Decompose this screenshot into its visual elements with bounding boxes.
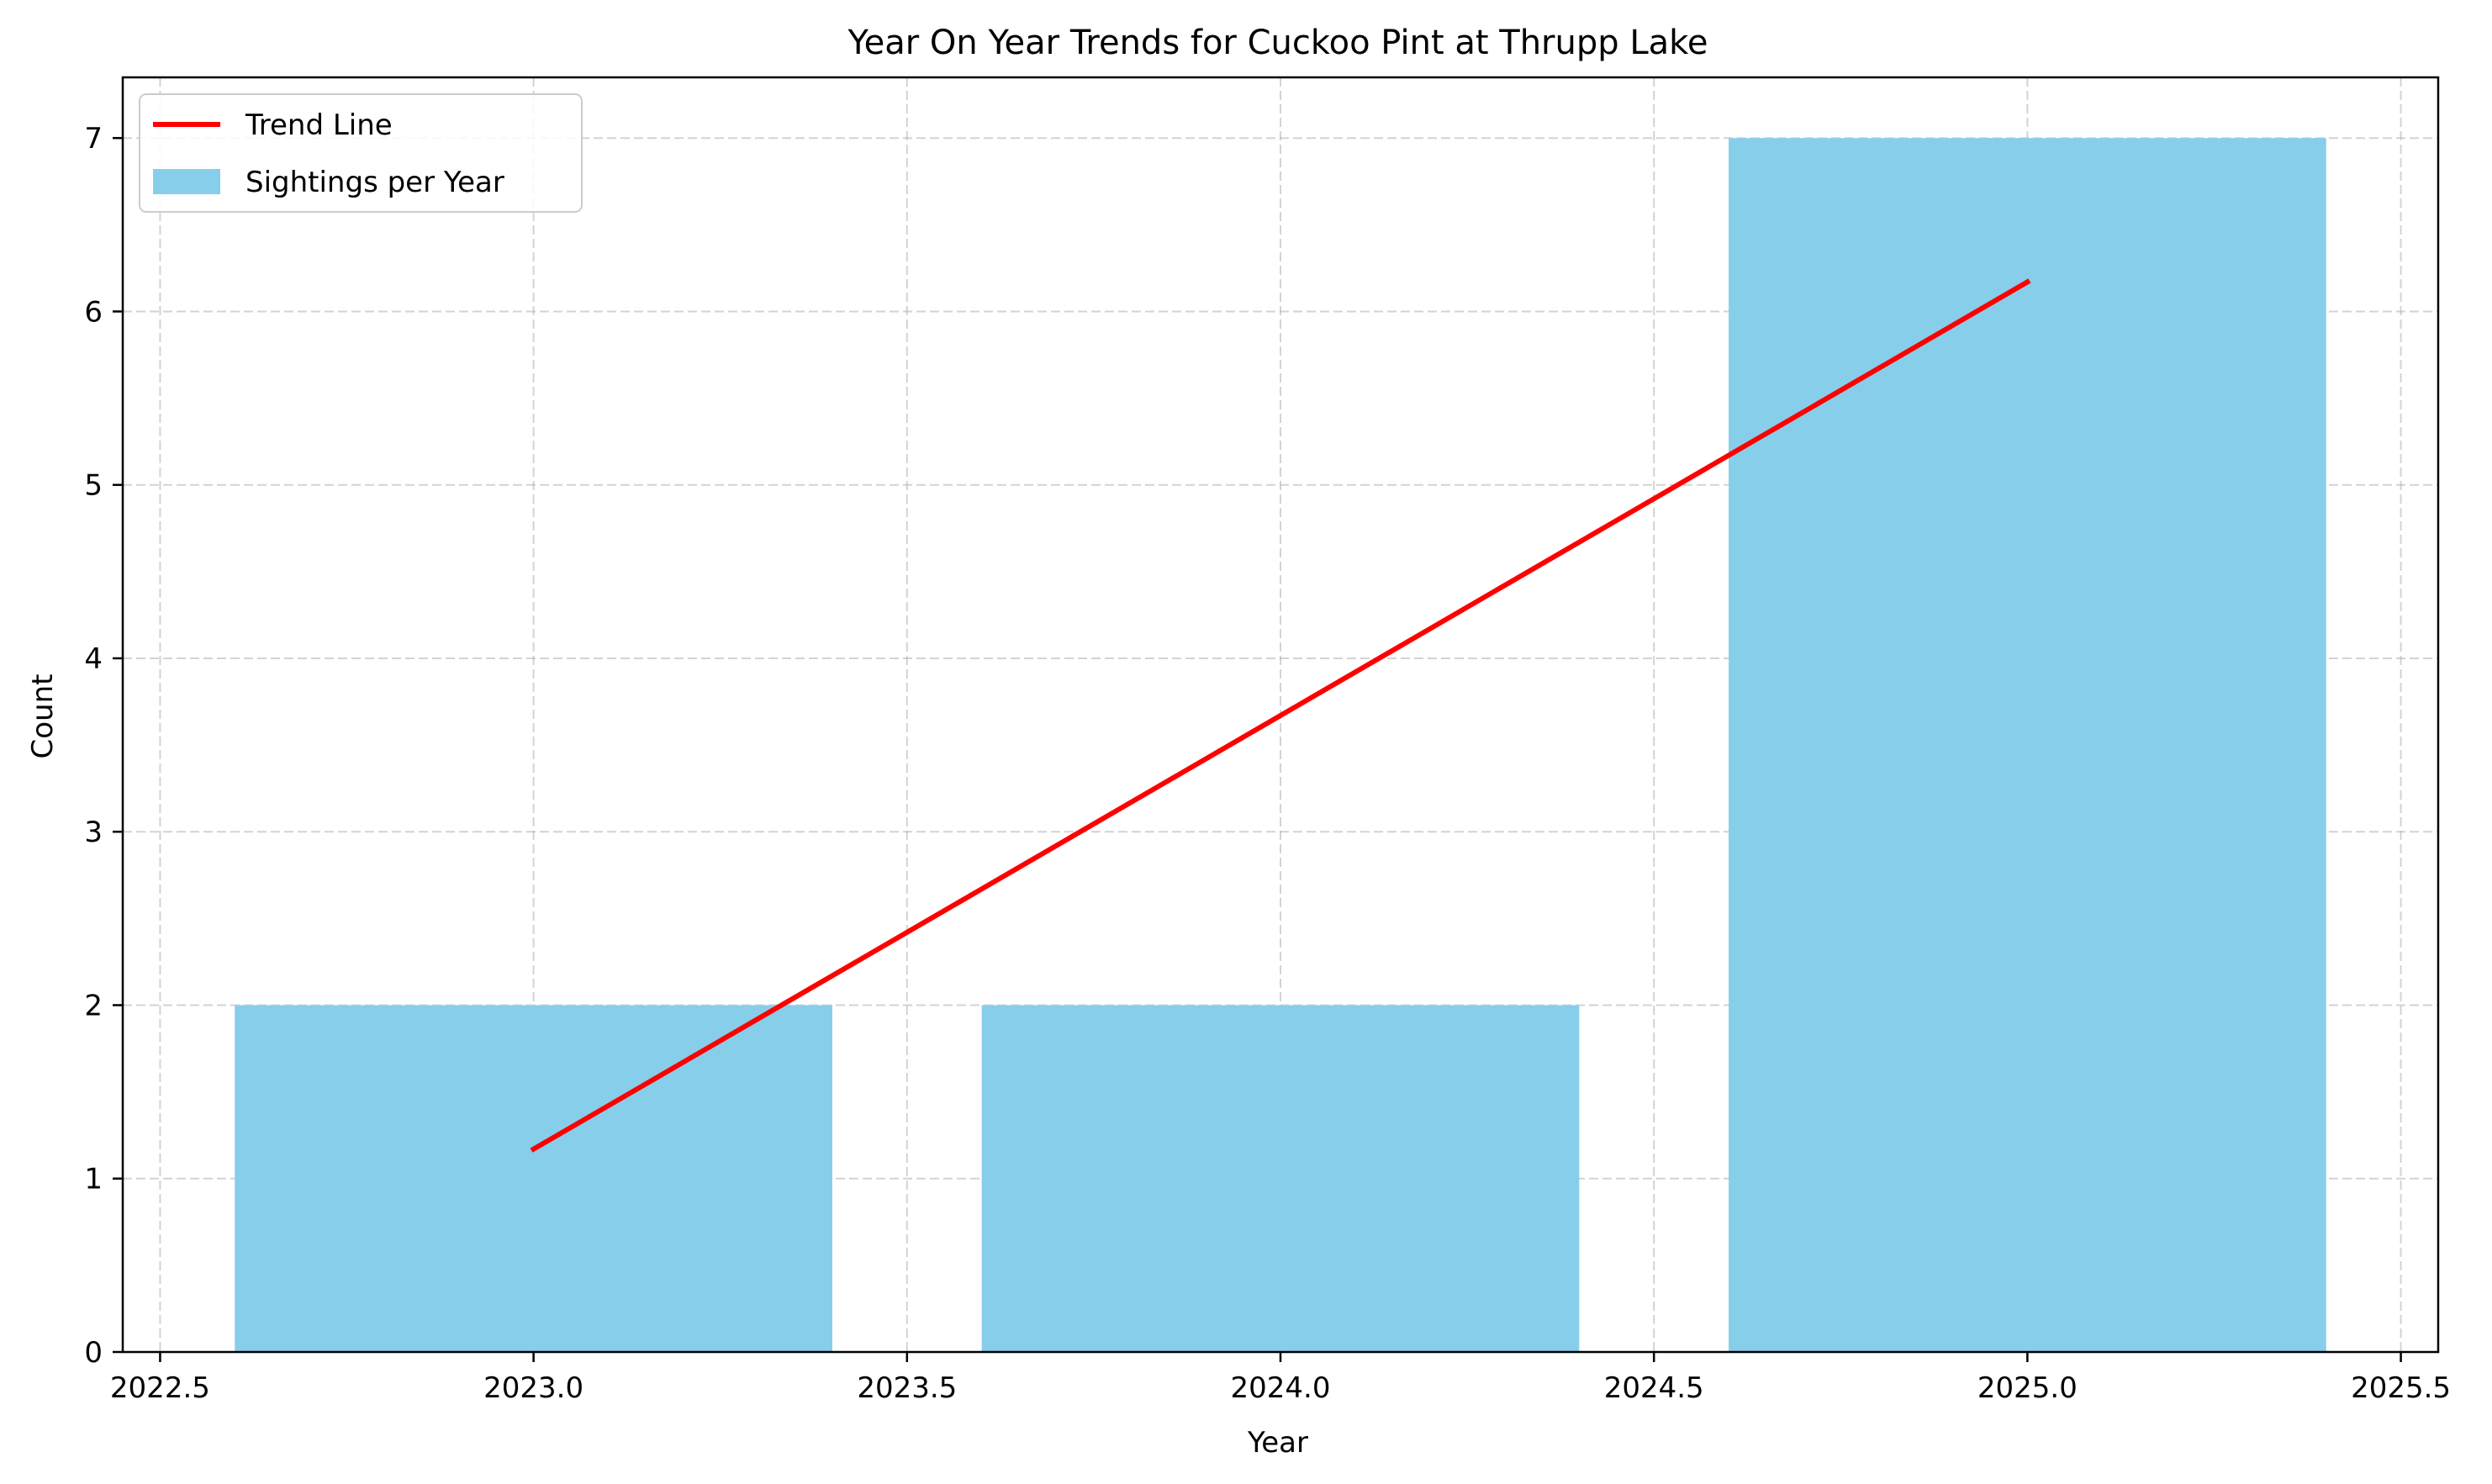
bar-2023: [235, 1005, 832, 1352]
x-tick-label: 2024.5: [1604, 1371, 1704, 1405]
y-tick-label: 6: [84, 295, 103, 329]
legend-swatch-sightings: [153, 169, 220, 194]
y-tick-label: 5: [84, 469, 103, 503]
legend-label: Trend Line: [245, 108, 393, 142]
x-tick-label: 2025.0: [1977, 1371, 2078, 1405]
x-axis-ticks: 2022.5 2023.0 2023.5 2024.0 2024.5 2025.0 2025…: [110, 1352, 2451, 1405]
y-tick-label: 1: [84, 1163, 103, 1196]
legend-box: [139, 93, 583, 213]
x-tick-label: 2025.5: [2351, 1371, 2451, 1405]
y-tick-label: 0: [84, 1336, 103, 1370]
y-axis-ticks: 0 1 2 3 4 5 6 7: [84, 122, 123, 1370]
x-tick-label: 2024.0: [1231, 1371, 1331, 1405]
bar-2025: [1729, 138, 2326, 1353]
bars: [235, 138, 2326, 1353]
y-tick-label: 2: [84, 989, 103, 1022]
y-tick-label: 7: [84, 122, 103, 156]
trend-line: [530, 278, 2031, 1153]
bar-2024: [981, 1005, 1580, 1352]
y-tick-label: 3: [84, 816, 103, 849]
legend[interactable]: Trend Line Sightings per Year: [139, 93, 583, 213]
trend-lines: [530, 278, 2031, 1153]
chart-title: Year On Year Trends for Cuckoo Pint at T…: [847, 24, 1708, 62]
y-tick-label: 4: [84, 642, 103, 676]
legend-label: Sightings per Year: [246, 166, 504, 199]
x-tick-label: 2023.5: [857, 1371, 957, 1405]
x-tick-label: 2022.5: [110, 1371, 210, 1405]
y-axis-label: Count: [26, 674, 60, 759]
x-axis-label: Year: [1247, 1426, 1308, 1460]
x-tick-label: 2023.0: [483, 1371, 583, 1405]
